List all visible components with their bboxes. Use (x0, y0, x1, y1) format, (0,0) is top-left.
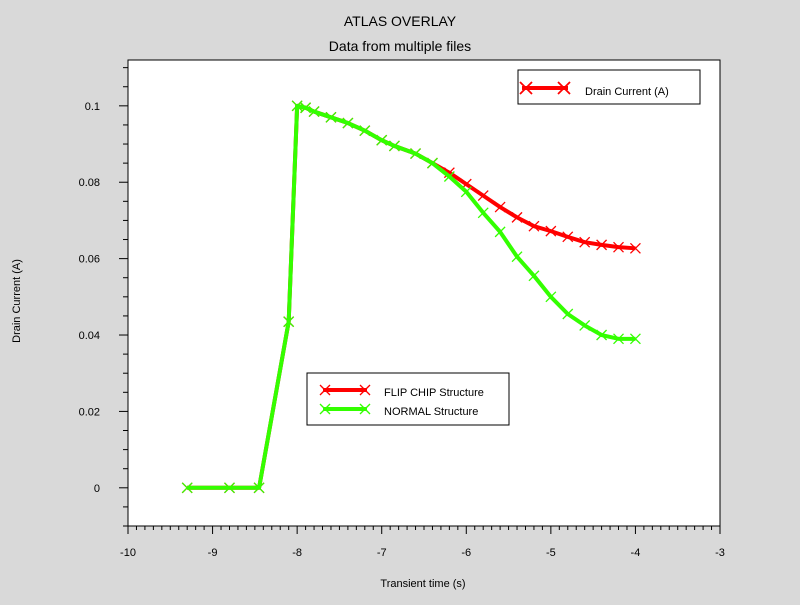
data-point-marker (545, 225, 557, 237)
data-point-marker (613, 333, 624, 345)
legend-top-right-symbol (519, 81, 571, 95)
data-point-marker (629, 242, 641, 254)
chart-subtitle: Data from multiple files (329, 38, 471, 54)
x-axis-ticks: -10 -9 -8 -7 -6 -5 -4 -3 (120, 526, 725, 559)
data-point-marker (562, 308, 574, 320)
legend-top-right-label: Drain Current (A) (585, 86, 669, 98)
y-axis-label: Drain Current (A) (11, 259, 23, 343)
data-point-marker (562, 231, 574, 243)
series-layer (181, 100, 641, 494)
y-tick-label: 0 (94, 483, 100, 495)
data-point-marker (494, 226, 506, 238)
series-normal (181, 100, 641, 494)
legend-top-right: Drain Current (A) (517, 69, 701, 105)
legend-flip-chip-label: FLIP CHIP Structure (384, 387, 484, 399)
data-point-marker (460, 186, 472, 198)
data-point-marker (596, 239, 608, 251)
data-point-marker (410, 148, 422, 160)
data-point-marker (629, 333, 641, 345)
data-point-marker (359, 125, 371, 137)
data-point-marker (579, 320, 591, 331)
data-point-marker (300, 102, 312, 114)
data-point-marker (224, 482, 235, 494)
data-point-marker (426, 157, 438, 169)
legend-marker (359, 384, 371, 396)
legend-marker (319, 384, 331, 396)
legend-flip-chip-symbol (319, 384, 371, 396)
data-point-marker (342, 117, 354, 129)
data-point-marker (443, 171, 455, 182)
y-axis-ticks: 0 0.02 0.04 0.06 0.08 0.1 (79, 67, 128, 527)
x-tick-label: -6 (461, 547, 471, 559)
chart-title: ATLAS OVERLAY (344, 13, 457, 29)
data-point-marker (477, 190, 489, 202)
data-point-marker (376, 134, 388, 146)
x-tick-label: -8 (292, 547, 302, 559)
legend-series-box (306, 372, 510, 426)
data-point-marker (596, 329, 608, 341)
y-tick-label: 0.1 (85, 101, 100, 113)
x-tick-label: -9 (208, 547, 218, 559)
y-tick-label: 0.02 (79, 406, 100, 418)
x-axis-label: Transient time (s) (380, 578, 465, 590)
data-point-marker (325, 111, 337, 123)
data-point-marker (545, 291, 557, 303)
x-tick-label: -5 (546, 547, 556, 559)
data-point-marker (511, 211, 523, 223)
x-tick-label: -3 (715, 547, 725, 559)
legend-normal-symbol (319, 403, 371, 415)
x-tick-label: -10 (120, 547, 136, 559)
legend-marker (359, 403, 371, 415)
y-tick-label: 0.06 (79, 254, 100, 266)
data-point-marker (511, 251, 523, 263)
data-point-marker (291, 100, 303, 112)
data-point-marker (181, 482, 193, 494)
plot-area (127, 59, 721, 527)
data-point-marker (253, 482, 265, 494)
data-point-marker (528, 220, 540, 232)
legend-series: FLIP CHIP Structure NORMAL Structure (306, 372, 510, 426)
data-point-marker (494, 201, 506, 213)
x-tick-label: -4 (631, 547, 641, 559)
data-point-marker (613, 241, 624, 253)
y-tick-label: 0.08 (79, 177, 100, 189)
legend-marker (557, 81, 571, 95)
legend-normal-label: NORMAL Structure (384, 406, 478, 418)
data-point-marker (308, 106, 320, 118)
legend-marker (519, 81, 533, 95)
data-point-marker (388, 140, 400, 152)
data-point-marker (528, 270, 540, 282)
data-point-marker (283, 316, 295, 328)
data-point-marker (477, 207, 489, 219)
data-point-marker (579, 236, 591, 248)
legend-marker (319, 403, 331, 415)
x-tick-label: -7 (377, 547, 387, 559)
y-tick-label: 0.04 (79, 330, 100, 342)
